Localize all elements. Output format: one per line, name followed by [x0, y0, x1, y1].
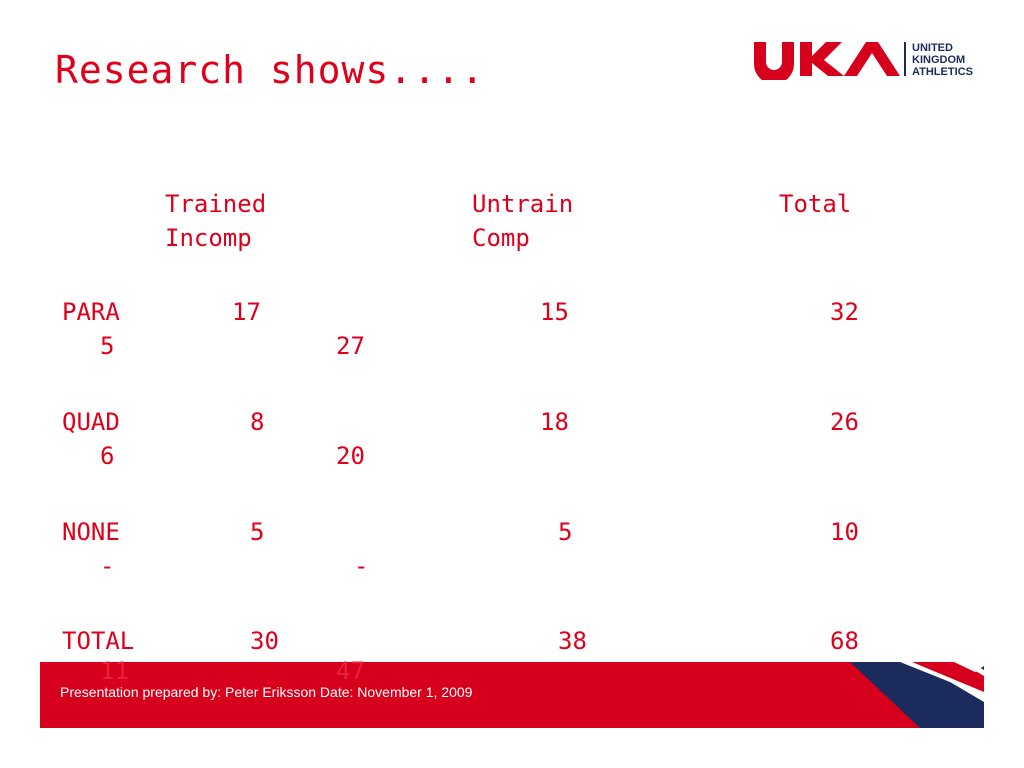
total-sub2: 47: [336, 657, 365, 685]
para-total: 32: [830, 298, 859, 326]
row-label-para: PARA: [62, 298, 120, 326]
none-trained: 5: [250, 518, 265, 546]
header-comp: Comp: [472, 224, 530, 252]
quad-untrain: 18: [540, 408, 569, 436]
union-flag-graphic: [850, 662, 984, 728]
para-trained: 17: [232, 298, 261, 326]
quad-trained: 8: [250, 408, 265, 436]
none-sub1: -: [100, 552, 115, 580]
quad-sub1: 6: [100, 442, 115, 470]
total-trained: 30: [250, 627, 279, 655]
total-sub1: 11: [100, 657, 129, 685]
row-label-none: NONE: [62, 518, 120, 546]
none-total: 10: [830, 518, 859, 546]
para-untrain: 15: [540, 298, 569, 326]
none-sub2: -: [354, 552, 369, 580]
quad-total: 26: [830, 408, 859, 436]
header-trained: Trained: [165, 190, 267, 218]
footer-text: Presentation prepared by: Peter Eriksson…: [60, 684, 473, 700]
logo-line-athletics: ATHLETICS: [912, 66, 973, 78]
footer-band: [40, 662, 984, 728]
header-incomp: Incomp: [165, 224, 252, 252]
para-sub2: 27: [336, 332, 365, 360]
logo-line-united: UNITED: [912, 42, 953, 54]
uka-logo-mark: [754, 42, 900, 80]
quad-sub2: 20: [336, 442, 365, 470]
total-untrain: 38: [558, 627, 587, 655]
row-label-quad: QUAD: [62, 408, 120, 436]
header-untrain: Untrain: [472, 190, 574, 218]
none-untrain: 5: [558, 518, 573, 546]
row-label-total: TOTAL: [62, 627, 135, 655]
uka-logo: UNITED KINGDOM ATHLETICS: [754, 42, 973, 80]
total-total: 68: [830, 627, 859, 655]
logo-line-kingdom: KINGDOM: [912, 54, 965, 66]
slide-title: Research shows....: [55, 48, 485, 92]
para-sub1: 5: [100, 332, 115, 360]
header-total: Total: [779, 190, 852, 218]
